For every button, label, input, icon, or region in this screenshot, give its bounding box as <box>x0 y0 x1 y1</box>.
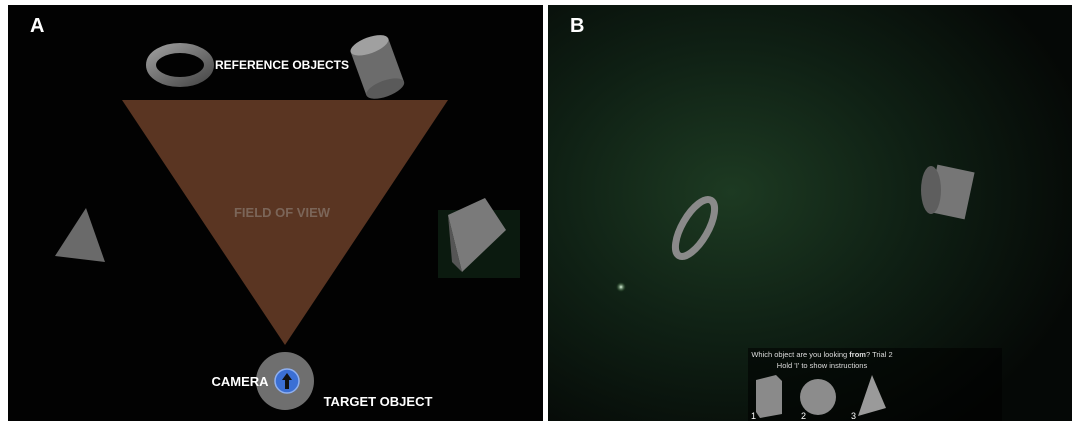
prompt-text: Which object are you looking <box>751 350 849 359</box>
hint: Hold 'I' to show instructions <box>777 361 868 370</box>
choice-number: 1 <box>751 411 756 421</box>
panel-label: B <box>570 15 584 37</box>
pyramid <box>55 208 105 262</box>
cylinder-top <box>350 35 389 56</box>
field-of-view <box>122 100 448 345</box>
prompt-emphasis: from <box>849 350 866 359</box>
panel-label: A <box>30 15 44 37</box>
cube-face <box>448 215 462 272</box>
choice-number: 2 <box>801 411 806 421</box>
annotation: FIELD OF VIEW <box>234 205 331 220</box>
torus <box>671 196 719 260</box>
cylinder <box>921 164 975 220</box>
panel-a: A REFERENCE OBJECTS FIELD OF VIEW CAMERA… <box>8 5 543 421</box>
torus <box>146 43 214 87</box>
prompt: Which object are you looking from? Trial… <box>751 350 892 359</box>
choice-cone <box>858 375 886 416</box>
choice[interactable]: 2 <box>800 379 836 421</box>
annotation: TARGET OBJECT <box>324 394 433 409</box>
choice-cube <box>756 375 782 418</box>
cube-face <box>448 198 506 272</box>
cube <box>438 198 520 278</box>
torus-ring <box>146 43 214 87</box>
annotation: REFERENCE OBJECTS <box>215 58 349 72</box>
annotation: CAMERA <box>211 374 269 389</box>
star <box>616 282 626 292</box>
choice[interactable]: 3 <box>851 375 886 421</box>
cylinder-bottom <box>366 78 405 99</box>
choice-number: 3 <box>851 411 856 421</box>
camera-arrow <box>282 373 292 389</box>
panel-b: Which object are you looking from? Trial… <box>548 5 1072 421</box>
cylinder-top <box>921 166 941 214</box>
cylinder <box>350 35 405 99</box>
choice[interactable]: 1 <box>751 375 782 421</box>
choice-sphere <box>800 379 836 415</box>
prompt-text: ? Trial 2 <box>866 350 893 359</box>
